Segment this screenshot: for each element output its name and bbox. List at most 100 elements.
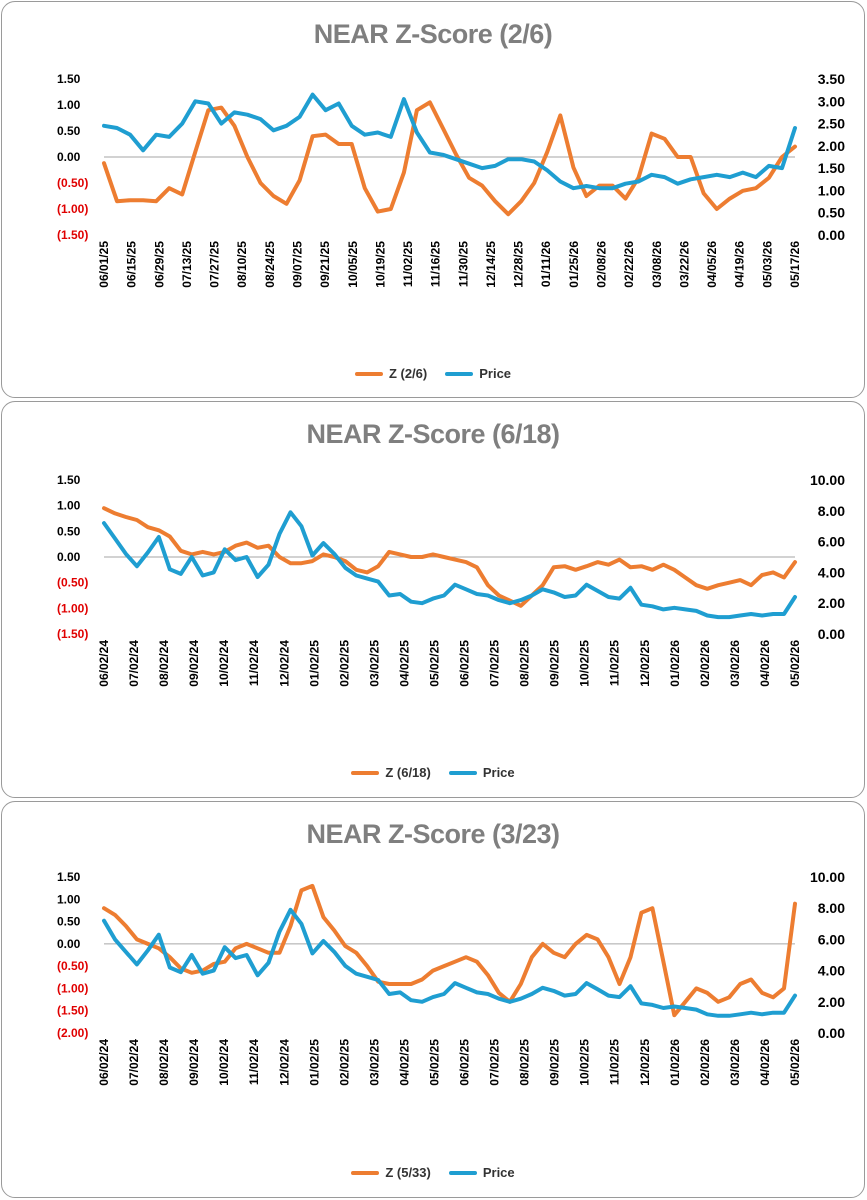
y-right-tick-label: 0.00	[818, 1025, 845, 1041]
y-left-tick-label: 1.50	[57, 72, 81, 86]
x-tick-label: 12/02/25	[638, 1039, 652, 1086]
x-tick-label: 11/30/25	[456, 241, 470, 287]
chart-svg: 1.50 1.00 0.50 0.00 (0.50) (1.00) (1.50) 3.50 3.…	[57, 71, 845, 288]
z-score-series-line	[102, 883, 797, 1018]
y-right-tick-label: 3.00	[818, 93, 845, 109]
x-tick-label: 07/02/24	[127, 1039, 141, 1086]
x-tick-label: 01/11/26	[539, 241, 553, 287]
x-tick-label: 12/14/25	[484, 241, 498, 288]
legend-label-price: Price	[482, 765, 515, 780]
z-score-series-line	[102, 506, 797, 608]
y-right-tick-label: 2.00	[818, 138, 845, 154]
x-tick-label: 08/02/25	[518, 1039, 532, 1086]
y-left-tick-label: (0.50)	[57, 959, 88, 973]
x-tick-label: 10/02/25	[578, 640, 592, 687]
y-left-tick-label: (1.50)	[57, 1004, 88, 1018]
price-series-line	[102, 92, 797, 191]
y-right-tick-label: 2.50	[818, 116, 845, 132]
x-tick-label: 11/16/25	[429, 241, 443, 287]
x-tick-label: 02/02/25	[337, 640, 351, 687]
x-tick-label: 10/19/25	[373, 241, 387, 288]
legend-label-z: Z (2/6)	[388, 366, 428, 381]
x-tick-label: 09/02/25	[548, 640, 562, 687]
x-tick-label: 11/02/24	[247, 640, 261, 686]
legend-label-z: Z (5/33)	[385, 1165, 431, 1180]
y-left-tick-label: 1.00	[57, 499, 81, 513]
x-tick-label: 02/02/26	[698, 1039, 712, 1086]
chart-title: NEAR Z-Score (6/18)	[306, 419, 560, 449]
chart-panel-3: NEAR Z-Score (3/23) 1.50 1.00 0.50 0.00 (0.5…	[1, 801, 865, 1198]
chart-legend: Z (6/18) Price	[2, 765, 864, 780]
x-tick-label: 09/02/24	[187, 1039, 201, 1086]
x-tick-label: 02/22/26	[622, 241, 636, 288]
x-tick-label: 01/25/26	[567, 241, 581, 288]
x-tick-label: 07/13/25	[180, 241, 194, 288]
x-tick-label: 09/07/25	[290, 241, 304, 288]
x-tick-label: 10/02/25	[578, 1039, 592, 1086]
x-tick-label: 08/24/25	[263, 241, 277, 288]
x-tick-label: 09/02/24	[187, 640, 201, 687]
x-tick-label: 04/02/25	[397, 1039, 411, 1086]
legend-item-z: Z (2/6)	[354, 366, 428, 381]
x-tick-label: 09/02/25	[548, 1039, 562, 1086]
x-tick-label: 06/15/25	[125, 241, 139, 288]
x-tick-label: 08/10/25	[235, 241, 249, 288]
y-left-tick-label: 1.50	[57, 870, 81, 884]
legend-item-price: Price	[445, 366, 511, 381]
x-tick-label: 01/02/25	[307, 1039, 321, 1086]
price-series-line	[102, 907, 797, 1018]
x-tick-label: 11/02/25	[401, 241, 415, 287]
y-left-tick-label: (1.00)	[57, 981, 88, 995]
x-tick-label: 06/02/25	[458, 640, 472, 687]
y-left-tick-label: (0.50)	[57, 576, 88, 590]
chart-legend: Z (2/6) Price	[2, 366, 864, 381]
x-tick-label: 06/02/24	[97, 1039, 111, 1086]
y-left-tick-label: 0.00	[57, 550, 81, 564]
y-left-tick-label: 1.00	[57, 98, 81, 112]
chart-panel-2: NEAR Z-Score (6/18) 1.50 1.00 0.50 0.00 (0.5…	[1, 401, 865, 798]
chart-svg: 1.50 1.00 0.50 0.00 (0.50) (1.00) (1.50) 10.00 8…	[57, 472, 845, 687]
x-tick-label: 04/02/26	[758, 640, 772, 687]
x-tick-label: 08/02/25	[518, 640, 532, 687]
x-tick-label: 11/02/24	[247, 1039, 261, 1085]
legend-item-price: Price	[448, 1165, 515, 1180]
x-tick-label: 02/08/26	[595, 241, 609, 288]
y-right-tick-label: 0.00	[818, 626, 845, 642]
y-right-tick-label: 1.50	[818, 160, 845, 176]
chart-svg: 1.50 1.00 0.50 0.00 (0.50) (1.00) (1.50) (2.00)…	[57, 869, 845, 1086]
y-left-tick-label: 0.50	[57, 915, 81, 929]
chart-legend: Z (5/33) Price	[2, 1165, 864, 1180]
x-tick-label: 08/02/24	[157, 640, 171, 687]
chart-title: NEAR Z-Score (3/23)	[306, 819, 560, 849]
y-right-tick-label: 0.50	[818, 205, 845, 221]
legend-label-price: Price	[479, 366, 512, 381]
price-series-line	[102, 510, 797, 620]
y-right-tick-label: 2.00	[818, 994, 845, 1010]
x-tick-label: 02/02/25	[337, 1039, 351, 1086]
legend-item-z: Z (5/33)	[351, 1165, 431, 1180]
x-tick-label: 12/02/25	[638, 640, 652, 687]
x-tick-label: 05/17/26	[788, 241, 802, 288]
y-right-tick-label: 8.00	[818, 503, 845, 519]
x-tick-label: 06/01/25	[97, 241, 111, 288]
y-left-tick-label: 0.00	[57, 150, 81, 164]
x-tick-label: 07/02/25	[488, 1039, 502, 1086]
x-tick-label: 12/02/24	[277, 1039, 291, 1086]
x-tick-label: 05/02/25	[427, 1039, 441, 1086]
y-right-tick-label: 6.00	[818, 931, 845, 947]
x-tick-label: 11/02/25	[608, 640, 622, 686]
chart-title: NEAR Z-Score (2/6)	[313, 19, 553, 49]
y-right-tick-label: 10.00	[810, 472, 845, 488]
x-tick-label: 05/02/26	[788, 640, 802, 687]
y-left-tick-label: 0.00	[57, 937, 81, 951]
y-right-tick-label: 6.00	[818, 534, 845, 550]
x-tick-label: 12/28/25	[512, 241, 526, 288]
x-tick-label: 07/02/24	[127, 640, 141, 687]
x-tick-label: 11/02/25	[608, 1039, 622, 1085]
x-tick-label: 04/02/26	[758, 1039, 772, 1086]
x-tick-label: 10/02/24	[217, 1039, 231, 1086]
x-tick-label: 01/02/26	[668, 640, 682, 687]
y-left-tick-label: 0.50	[57, 524, 81, 538]
x-tick-label: 03/22/26	[677, 241, 691, 288]
y-right-tick-label: 2.00	[818, 595, 845, 611]
